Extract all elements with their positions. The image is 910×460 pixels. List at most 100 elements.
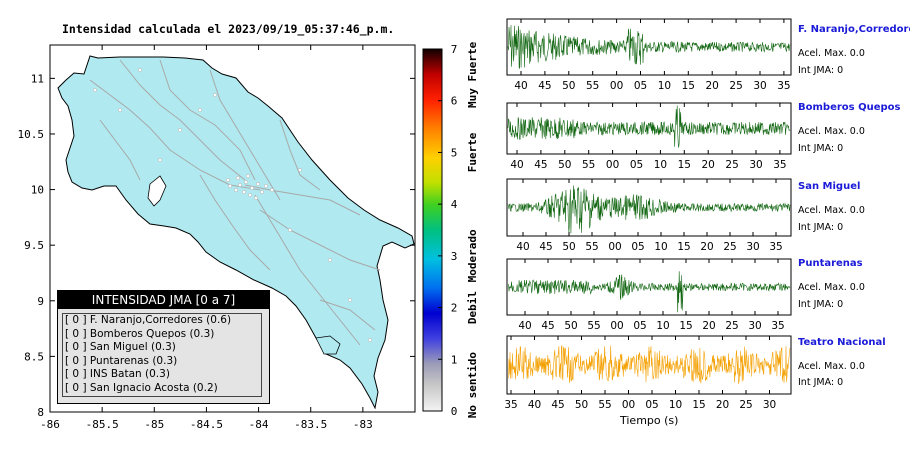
waveform-tick-label: 25 [729,80,742,92]
town-dot [242,190,246,194]
town-dot [234,188,238,192]
x-tick-label: -84.5 [190,418,223,431]
town-dot [368,338,372,342]
waveform-tick-label: 40 [528,399,541,411]
waveform-tick-label: 40 [510,159,523,171]
y-tick-label: 9.5 [24,239,44,252]
waveform-tick-label: 20 [700,241,713,253]
waveform-tick-label: 50 [562,80,575,92]
legend-item: [ 0 ] San Ignacio Acosta (0.2) [65,381,218,394]
road-line [244,184,361,216]
waveform-trace [507,25,791,69]
waveform-tick-label: 45 [551,399,564,411]
station-jma: Int JMA: 0 [798,143,844,154]
x-tick-label: -83.5 [294,418,327,431]
road-line [159,59,256,181]
station-jma: Int JMA: 0 [798,377,844,388]
waveform-tick-label: 45 [534,159,547,171]
waveform-trace [507,271,791,313]
road-line [209,69,281,201]
road-line [259,209,381,271]
station-acceleration: Acel. Max. 0.0 [798,282,865,293]
station-jma: Int JMA: 0 [798,222,844,233]
waveform-tick-label: 15 [682,80,695,92]
town-dot [178,128,182,132]
town-dot [236,176,240,180]
waveform-tick-label: 35 [769,241,782,253]
y-tick-label: 11 [31,72,44,85]
station-acceleration: Acel. Max. 0.0 [798,205,865,216]
town-dot [254,196,258,200]
road-line [279,119,321,191]
town-dot [246,174,250,178]
town-dot [228,184,232,188]
waveform-tick-label: 25 [723,241,736,253]
costa-rica-land [57,55,415,410]
waveform-tick-label: 05 [645,399,658,411]
town-dot [138,68,142,72]
road-line [89,79,261,191]
waveform-tick-label: 45 [541,320,554,332]
waveform-tick-label: 40 [516,241,529,253]
colorbar-tick-label: 5 [451,146,458,159]
station-jma: Int JMA: 0 [798,65,844,76]
intensity-category-label: Moderado [466,229,479,282]
colorbar-tick-label: 4 [451,198,458,211]
waveform-tick-label: 15 [679,320,692,332]
x-tick-label: -83 [353,418,373,431]
intensity-category-label: Debil [466,291,479,324]
town-dot [250,186,254,190]
waveform-tick-label: 45 [539,241,552,253]
colorbar [422,48,443,412]
waveform-tick-label: 00 [608,241,621,253]
waveform-tick-label: 05 [630,159,643,171]
colorbar-tick-label: 6 [451,95,458,108]
town-dot [264,184,268,188]
town-dot [270,188,274,192]
waveform-tick-label: 55 [598,399,611,411]
waveform-tick-label: 00 [606,159,619,171]
station-name: San Miguel [798,181,861,192]
legend-item: [ 0 ] F. Naranjo,Corredores (0.6) [65,314,232,326]
waveform-tick-label: 15 [692,399,705,411]
waveform-tick-label: 55 [585,241,598,253]
waveform-tick-label: 10 [654,159,667,171]
osa-peninsula [315,335,341,355]
waveform-tick-label: 15 [677,241,690,253]
waveform-tick-label: 10 [656,320,669,332]
town-dot [213,93,217,97]
waveform-tick-label: 20 [706,80,719,92]
waveform-tick-label: 10 [658,80,671,92]
waveform-tick-label: 05 [634,80,647,92]
town-dot [298,168,302,172]
waveform-tick-label: 10 [669,399,682,411]
x-tick-label: -85.5 [86,418,119,431]
waveform-tick-label: 05 [633,320,646,332]
town-dot [198,108,202,112]
waveform-tick-label: 35 [773,159,786,171]
waveform-tick-label: 50 [575,399,588,411]
colorbar-tick-label: 7 [451,43,458,56]
x-tick-label: -86 [40,418,60,431]
town-dot [328,258,332,262]
waveform-tick-label: 40 [518,320,531,332]
waveform-tick-label: 10 [654,241,667,253]
waveform-tick-label: 30 [753,80,766,92]
waveform-trace [507,105,791,148]
legend-list: [ 0 ] F. Naranjo,Corredores (0.6) [ 0 ] … [62,313,262,397]
map-frame [49,44,416,413]
waveform-tick-label: 15 [678,159,691,171]
y-tick-label: 8 [37,406,44,419]
intensity-category-label: Muy Fuerte [466,41,479,108]
station-name: Puntarenas [798,258,863,269]
waveform-tick-label: 55 [587,320,600,332]
waveform-tick-label: 00 [610,80,623,92]
legend-item: [ 0 ] Puntarenas (0.3) [65,354,178,367]
station-name: F. Naranjo,Corredores [798,24,910,35]
waveform-tick-label: 05 [631,241,644,253]
town-dot [256,182,260,186]
legend-item: [ 0 ] INS Batan (0.3) [65,368,170,380]
road-line [199,174,271,271]
waveform-tick-label: 40 [514,80,527,92]
